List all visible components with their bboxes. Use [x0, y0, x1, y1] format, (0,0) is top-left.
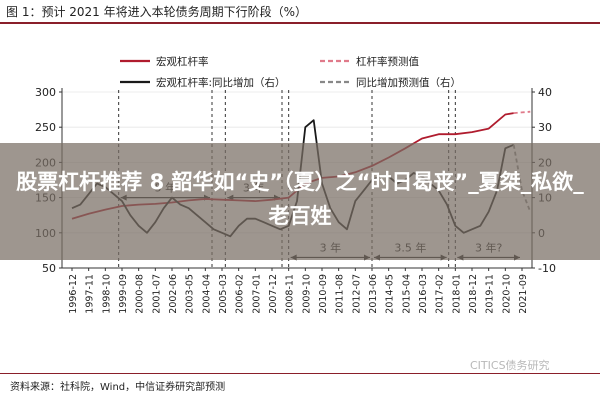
legend-label-3: 同比增加预测值（右）: [356, 76, 461, 89]
y-left-tick-label: 300: [35, 86, 56, 99]
x-tick-label: 2007-12: [268, 274, 279, 314]
title-divider: [0, 22, 600, 24]
legend-label-0: 宏观杠杆率: [156, 55, 209, 68]
x-tick-label: 2005-03: [218, 274, 229, 314]
x-tick-label: 2019-11: [485, 274, 496, 314]
article-headline[interactable]: 股票杠杆推荐 8 韶华如“史”（夏）之“时日曷丧”_夏桀_私欲_老百姓: [16, 170, 584, 228]
x-tick-label: 2014-05: [385, 274, 396, 314]
x-tick-label: 2000-08: [135, 274, 146, 314]
x-tick-label: 2006-02: [235, 274, 246, 314]
source-note: 资料来源：社科院，Wind，中信证券研究部预测: [10, 382, 226, 393]
y-right-tick-label: -10: [538, 262, 556, 275]
x-tick-label: 2012-07: [351, 274, 362, 314]
x-tick-label: 2003-05: [185, 274, 196, 314]
y-left-tick-label: 250: [35, 121, 56, 134]
x-tick-label: 2013-06: [368, 274, 379, 314]
series-line-1: [513, 110, 531, 114]
x-tick-label: 2011-08: [335, 274, 346, 314]
x-tick-label: 2015-04: [401, 274, 412, 314]
x-tick-label: 1996-12: [68, 274, 79, 314]
legend-label-2: 宏观杠杆率:同比增加（右）: [156, 76, 286, 89]
x-tick-label: 2008-11: [285, 274, 296, 314]
x-tick-label: 2018-01: [451, 274, 462, 314]
x-tick-label: 2009-10: [301, 274, 312, 314]
x-tick-label: 2010-09: [318, 274, 329, 314]
y-right-tick-label: 30: [538, 121, 552, 134]
x-tick-label: 2017-02: [435, 274, 446, 314]
watermark: CITICS债务研究: [470, 359, 550, 372]
x-axis-ticks: 1996-12 1997-11 1998-10 1999-09 2000-08 2001-…: [68, 268, 529, 314]
x-tick-label: 1997-11: [85, 274, 96, 314]
x-tick-label: 2007-01: [251, 274, 262, 314]
x-tick-label: 2002-06: [168, 274, 179, 314]
x-tick-label: 2020-10: [501, 274, 512, 314]
y-right-tick-label: 40: [538, 86, 552, 99]
x-tick-label: 2021-09: [518, 274, 529, 314]
footer-divider: [0, 373, 600, 374]
figure-title: 图 1：预计 2021 年将进入本轮债务周期下行阶段（%）: [6, 5, 308, 19]
y-left-tick-label: 50: [42, 262, 56, 275]
x-tick-label: 1999-09: [118, 274, 129, 314]
x-tick-label: 2018-12: [468, 274, 479, 314]
x-tick-label: 2016-03: [418, 274, 429, 314]
x-tick-label: 2004-04: [201, 274, 212, 314]
x-tick-label: 2001-07: [151, 274, 162, 314]
legend-label-1: 杠杆率预测值: [356, 55, 419, 68]
x-tick-label: 1998-10: [101, 274, 112, 314]
article-overlay-banner[interactable]: 股票杠杆推荐 8 韶华如“史”（夏）之“时日曷丧”_夏桀_私欲_老百姓: [0, 143, 600, 260]
